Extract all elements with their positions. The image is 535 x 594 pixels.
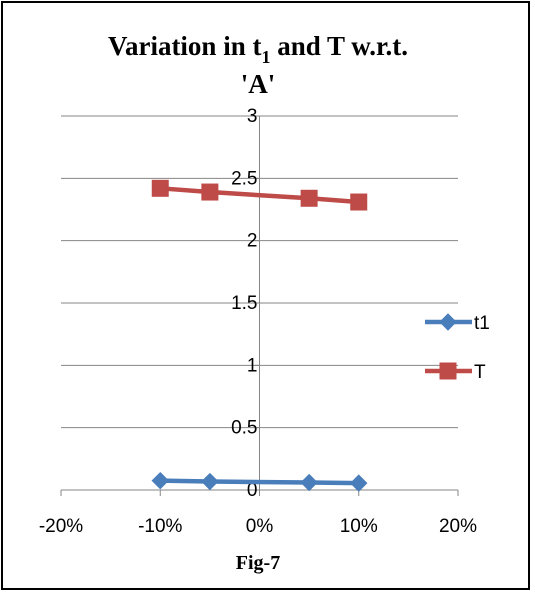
series-group: [151, 179, 368, 492]
y-tick-label: 0.5: [231, 418, 257, 439]
data-point-t1: [151, 471, 169, 490]
y-tick-label: 1: [247, 355, 258, 376]
y-tick-label: 2.5: [231, 168, 257, 189]
y-tick-label: 2: [247, 231, 258, 252]
legend-marker-t1: [439, 313, 457, 331]
data-point-t1: [201, 472, 219, 491]
legend-label-t: T: [474, 362, 486, 383]
chart-title-line2: 'A': [241, 69, 276, 99]
legend-marker-t: [439, 362, 457, 380]
x-tick-label: 20%: [439, 516, 477, 537]
series-line-t1: [160, 478, 359, 486]
axes: [60, 115, 459, 496]
data-point-t: [350, 193, 368, 211]
series-line-t: [160, 186, 359, 205]
x-tick-label: -10%: [138, 516, 182, 537]
data-point-t: [151, 179, 169, 197]
legend: t1 T: [425, 313, 490, 383]
data-point-t: [201, 183, 219, 201]
y-tick-label: 0: [247, 480, 258, 501]
x-tick-label: 10%: [340, 516, 378, 537]
chart-title-line1: Variation in t1 and T w.r.t.: [108, 31, 408, 67]
data-point-t1: [300, 473, 318, 492]
x-tick-label: 0%: [246, 516, 274, 537]
x-tick-label: -20%: [39, 516, 83, 537]
tick-labels: 0 0.5 1 1.5 2 2.5 3 -20% -10% 0% 10% 20%: [39, 106, 477, 537]
data-point-t: [300, 189, 318, 207]
legend-label-t1: t1: [474, 313, 490, 334]
data-point-t1: [350, 474, 368, 492]
y-tick-label: 1.5: [231, 293, 257, 314]
y-tick-label: 3: [247, 106, 258, 127]
x-axis-label: Fig-7: [236, 552, 280, 574]
chart-title: Variation in t1 and T w.r.t. 'A': [108, 31, 408, 99]
